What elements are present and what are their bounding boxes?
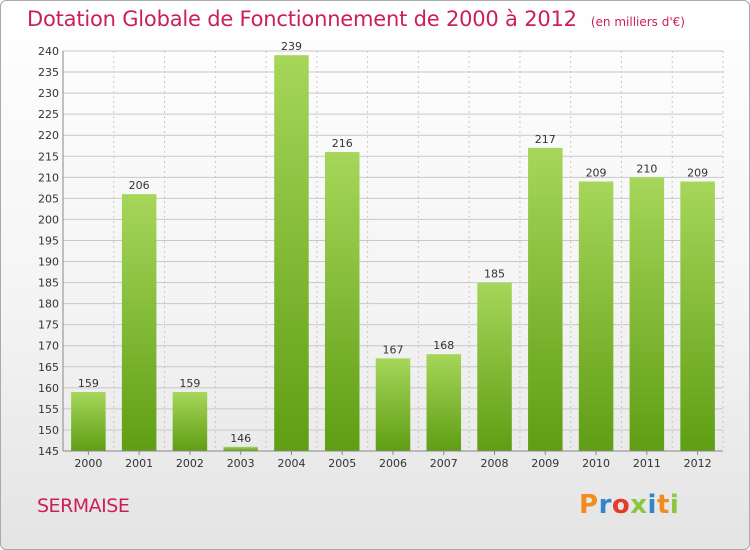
brand-letter: i bbox=[647, 490, 657, 520]
bar-value-label: 217 bbox=[535, 133, 556, 146]
x-tick-label: 2011 bbox=[633, 457, 661, 470]
x-tick-label: 2007 bbox=[430, 457, 458, 470]
bar bbox=[528, 147, 563, 451]
brand-letter: x bbox=[630, 490, 648, 520]
y-tick-label: 190 bbox=[38, 256, 59, 269]
x-tick-label: 2006 bbox=[379, 457, 407, 470]
bars: 159 206 159 146 239 216 167 168 185 217 209 210 209 bbox=[71, 40, 715, 452]
x-tick-label: 2004 bbox=[277, 457, 305, 470]
axes: 145 150 155 160 165 170 175 180 185 190 195 200 205 2… bbox=[38, 45, 723, 470]
y-tick-label: 155 bbox=[38, 403, 59, 416]
x-tick-label: 2009 bbox=[531, 457, 559, 470]
bar-value-label: 216 bbox=[332, 137, 353, 150]
title-row: Dotation Globale de Fonctionnement de 20… bbox=[27, 7, 685, 31]
bar-value-label: 159 bbox=[78, 377, 99, 390]
bar bbox=[172, 392, 208, 451]
x-tick-label: 2005 bbox=[328, 457, 356, 470]
bar-value-label: 206 bbox=[129, 179, 150, 192]
y-tick-label: 240 bbox=[38, 45, 59, 58]
y-tick-label: 215 bbox=[38, 150, 59, 163]
y-tick-label: 235 bbox=[38, 66, 59, 79]
y-tick-label: 205 bbox=[38, 192, 59, 205]
bar bbox=[629, 177, 665, 451]
y-tick-label: 225 bbox=[38, 108, 59, 121]
y-tick-label: 170 bbox=[38, 340, 59, 353]
bar-value-label: 210 bbox=[636, 162, 657, 175]
y-tick-label: 160 bbox=[38, 382, 59, 395]
y-tick-label: 180 bbox=[38, 298, 59, 311]
brand-letter: t bbox=[656, 490, 670, 520]
chart-subtitle: (en milliers d'€) bbox=[590, 15, 685, 29]
bar-value-label: 209 bbox=[586, 167, 607, 180]
y-tick-label: 210 bbox=[38, 171, 59, 184]
bar bbox=[680, 181, 715, 452]
bar bbox=[71, 392, 106, 451]
chart-title: Dotation Globale de Fonctionnement de 20… bbox=[27, 7, 577, 31]
bar bbox=[375, 358, 411, 451]
x-tick-label: 2003 bbox=[227, 457, 255, 470]
x-tick-label: 2008 bbox=[481, 457, 509, 470]
brand-letter: r bbox=[598, 490, 612, 520]
x-tick-label: 2001 bbox=[125, 457, 153, 470]
y-tick-label: 150 bbox=[38, 424, 59, 437]
y-tick-label: 230 bbox=[38, 87, 59, 100]
y-tick-label: 175 bbox=[38, 319, 59, 332]
bar bbox=[223, 446, 258, 451]
y-tick-label: 145 bbox=[38, 445, 59, 458]
proxiti-logo[interactable]: Proxiti bbox=[579, 490, 679, 520]
x-tick-label: 2012 bbox=[684, 457, 712, 470]
bar bbox=[121, 194, 157, 451]
x-tick-label: 2002 bbox=[176, 457, 204, 470]
bar-value-label: 239 bbox=[281, 40, 302, 53]
y-tick-label: 200 bbox=[38, 213, 59, 226]
bar-value-label: 185 bbox=[484, 268, 505, 281]
bar-value-label: 168 bbox=[433, 339, 454, 352]
bar bbox=[274, 55, 309, 452]
brand-letter: P bbox=[579, 490, 599, 520]
y-tick-label: 185 bbox=[38, 277, 59, 290]
x-tick-label: 2010 bbox=[582, 457, 610, 470]
y-tick-label: 220 bbox=[38, 129, 59, 142]
commune-name: SERMAISE bbox=[37, 495, 130, 517]
bar-value-label: 146 bbox=[230, 432, 251, 445]
bar bbox=[578, 181, 614, 452]
x-tick-label: 2000 bbox=[74, 457, 102, 470]
brand-letter: i bbox=[669, 490, 680, 520]
bar bbox=[426, 354, 462, 451]
y-tick-label: 195 bbox=[38, 234, 59, 247]
bar bbox=[324, 152, 360, 452]
bar-value-label: 167 bbox=[383, 343, 404, 356]
y-tick-label: 165 bbox=[38, 361, 59, 374]
bar-value-label: 159 bbox=[179, 377, 200, 390]
brand-letter: o bbox=[611, 490, 631, 520]
bar-value-label: 209 bbox=[687, 167, 708, 180]
bar bbox=[477, 282, 512, 451]
